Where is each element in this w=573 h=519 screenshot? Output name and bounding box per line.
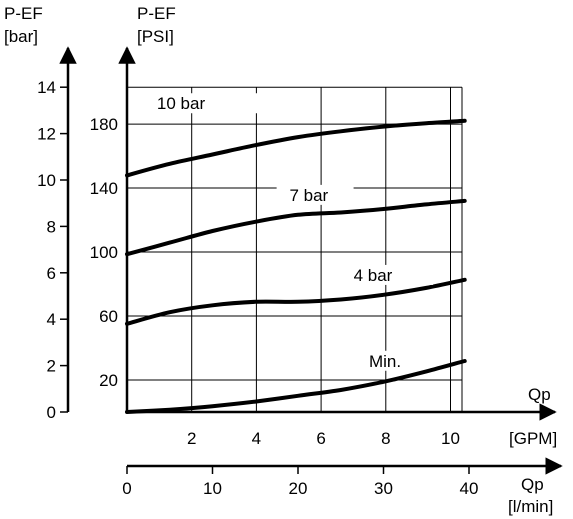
y-bar-tick-label: 2 [47, 357, 56, 376]
y-bar-tick-label: 10 [37, 171, 56, 190]
y-psi-tick-label: 100 [90, 243, 118, 262]
y-bar-tick-label: 12 [37, 125, 56, 144]
x-lmin-tick-label: 40 [460, 479, 479, 498]
x-axis-gpm-title-2: [GPM] [509, 429, 557, 448]
y-bar-tick-label: 6 [47, 264, 56, 283]
curve-label-bg [144, 93, 290, 114]
x-gpm-tick-label: 4 [252, 429, 261, 448]
y-bar-tick-label: 4 [47, 310, 56, 329]
y-psi-tick-label: 180 [90, 115, 118, 134]
curve-min- [125, 359, 467, 414]
curve-label-bg [342, 264, 434, 285]
x-axis-lmin-title-1: Qp [521, 475, 544, 494]
y-axis-psi-title-1: P-EF [137, 4, 176, 23]
curve-7-bar [125, 198, 467, 257]
curve-10-bar [125, 118, 467, 178]
curve-label: 10 bar [157, 94, 206, 113]
y-bar-tick-label: 0 [47, 403, 56, 422]
curve-label-bg [276, 184, 354, 205]
y-bar-tick-label: 8 [47, 217, 56, 236]
curve-label: 4 bar [354, 266, 393, 285]
x-axis-lmin-ticks: 0 10 20 30 40 [122, 466, 478, 498]
y-psi-tick-label: 140 [90, 179, 118, 198]
x-axis-gpm-ticks: 2 4 6 8 10 [187, 429, 460, 448]
y-axis-psi-ticks: 20 60 100 140 180 [90, 115, 118, 390]
curve-label-bg [362, 350, 414, 371]
y-psi-tick-label: 60 [99, 307, 118, 326]
x-lmin-tick-label: 20 [289, 479, 308, 498]
y-axis-bar-title-1: P-EF [4, 4, 43, 23]
y-psi-tick-label: 20 [99, 371, 118, 390]
curve-label: 7 bar [289, 186, 328, 205]
x-axis-gpm-title-1: Qp [528, 385, 551, 404]
curve-4-bar [125, 277, 467, 326]
x-gpm-tick-label: 2 [187, 429, 196, 448]
y-bar-tick-label: 14 [37, 78, 56, 97]
x-lmin-tick-label: 10 [203, 479, 222, 498]
y-axis-bar-title-2: [bar] [4, 27, 38, 46]
x-gpm-tick-label: 8 [381, 429, 390, 448]
x-gpm-tick-label: 6 [316, 429, 325, 448]
y-axis-bar-ticks: 0 2 4 6 8 10 12 14 [37, 78, 68, 422]
x-lmin-tick-label: 0 [122, 479, 131, 498]
y-axis-psi-title-2: [PSI] [137, 27, 174, 46]
x-axis-lmin-title-2: [l/min] [508, 497, 553, 516]
x-gpm-tick-label: 10 [441, 429, 460, 448]
curves: 10 bar 7 bar 4 bar Min. [125, 93, 467, 414]
curve-label: Min. [369, 352, 401, 371]
x-lmin-tick-label: 30 [374, 479, 393, 498]
